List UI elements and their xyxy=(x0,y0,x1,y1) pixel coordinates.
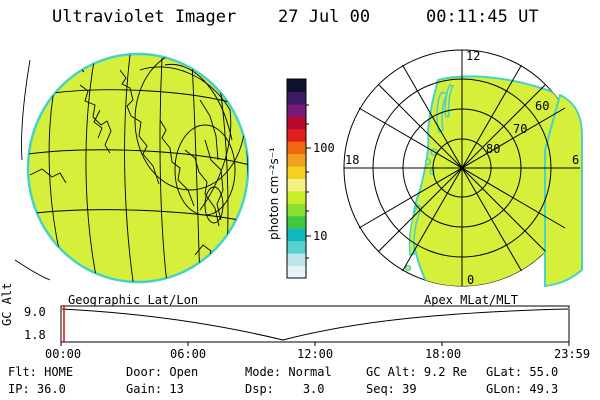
glat-value: 55.0 xyxy=(529,365,559,379)
dsp-value: 3.0 xyxy=(302,382,325,396)
instrument-title: Ultraviolet Imager xyxy=(52,7,237,27)
lat-label-60: 60 xyxy=(535,99,549,113)
altitude-curve xyxy=(61,308,569,341)
seq-value: 39 xyxy=(402,382,417,396)
timeline-y-tick-high: 9.0 xyxy=(24,305,46,319)
timeline-y-tick-low: 1.8 xyxy=(24,328,46,342)
status-dsp: Dsp: 3.0 xyxy=(245,382,325,396)
color-scale-stripe xyxy=(287,128,306,142)
status-mode: Mode: Normal xyxy=(245,365,332,379)
mlt-radial-lines xyxy=(344,50,580,286)
door-value: Open xyxy=(169,365,199,379)
color-scale-stripe xyxy=(287,153,306,167)
geographic-map-caption: Geographic Lat/Lon xyxy=(68,293,199,307)
flt-value: HOME xyxy=(44,365,74,379)
observation-time: 00:11:45 UT xyxy=(426,7,539,27)
color-scale-stripe xyxy=(287,253,306,267)
status-gain: Gain: 13 xyxy=(126,382,184,396)
mlt-label-0: 0 xyxy=(467,273,474,287)
color-scale-stripe xyxy=(287,215,306,229)
earth-disk xyxy=(26,52,250,284)
gain-label: Gain: xyxy=(126,382,163,396)
scale-unit-label: photon cm⁻²s⁻¹ xyxy=(267,147,281,240)
timeline-axis-label: GC Alt xyxy=(0,282,14,326)
lat-label-70: 70 xyxy=(513,122,527,136)
polar-map-caption: Apex MLat/MLT xyxy=(424,293,518,307)
color-scale-stripe xyxy=(287,103,306,117)
dsp-label: Dsp: xyxy=(245,382,274,396)
timeline-x-tick-2359: 23:59 xyxy=(554,347,591,361)
glon-label: GLon: xyxy=(486,382,523,396)
geographic-map xyxy=(26,52,250,284)
status-door: Door: Open xyxy=(126,365,198,379)
color-scale-stripe xyxy=(287,141,306,155)
mlt-label-18: 18 xyxy=(345,153,359,167)
gain-value: 13 xyxy=(169,382,184,396)
color-scale-stripe xyxy=(287,190,306,204)
status-flt: Flt: HOME xyxy=(8,365,73,379)
glon-value: 49.3 xyxy=(529,382,559,396)
ip-value: 36.0 xyxy=(36,382,66,396)
color-scale-stripe xyxy=(287,166,306,179)
status-gc-alt: GC Alt: 9.2 Re xyxy=(366,365,467,379)
color-scale-stripe xyxy=(287,178,306,192)
polar-map: 80 70 60 12 18 6 0 xyxy=(343,49,583,288)
ip-label: IP: xyxy=(8,382,30,396)
mode-label: Mode: xyxy=(245,365,282,379)
timeline-x-tick-0600: 06:00 xyxy=(170,347,207,361)
status-glon: GLon: 49.3 xyxy=(486,382,558,396)
status-ip: IP: 36.0 xyxy=(8,382,66,396)
gcalt-value: 9.2 Re xyxy=(423,365,468,379)
color-scale-stripe xyxy=(287,91,306,105)
mlt-label-12: 12 xyxy=(466,49,480,63)
color-scale-stripe xyxy=(287,203,306,217)
outer-outlines xyxy=(14,59,51,281)
color-scale-stripe xyxy=(287,79,306,92)
color-scale-bar: 100 10 photon cm⁻²s⁻¹ xyxy=(267,78,335,279)
door-label: Door: xyxy=(126,365,163,379)
scale-tick-10: 10 xyxy=(313,229,327,243)
altitude-timeline xyxy=(60,305,570,346)
gcalt-label: GC Alt: xyxy=(366,365,417,379)
mode-value: Normal xyxy=(288,365,332,379)
coastline-outlines xyxy=(29,59,224,266)
glat-label: GLat: xyxy=(486,365,523,379)
timeline-x-tick-0000: 00:00 xyxy=(45,347,82,361)
lat-label-80: 80 xyxy=(486,142,500,156)
status-seq: Seq: 39 xyxy=(366,382,417,396)
color-scale-stripes xyxy=(287,79,306,279)
color-scale-stripe xyxy=(287,265,306,279)
timeline-x-tick-1800: 18:00 xyxy=(425,347,462,361)
observation-date: 27 Jul 00 xyxy=(278,7,371,27)
status-glat: GLat: 55.0 xyxy=(486,365,558,379)
scale-tick-100: 100 xyxy=(313,141,335,155)
flt-label: Flt: xyxy=(8,365,37,379)
color-scale-stripe xyxy=(287,116,306,130)
seq-label: Seq: xyxy=(366,382,395,396)
auroral-region-overflow xyxy=(544,93,583,288)
timeline-x-tick-1200: 12:00 xyxy=(297,347,334,361)
mlt-label-6: 6 xyxy=(572,153,579,167)
color-scale-stripe xyxy=(287,228,306,242)
color-scale-stripe xyxy=(287,240,306,254)
